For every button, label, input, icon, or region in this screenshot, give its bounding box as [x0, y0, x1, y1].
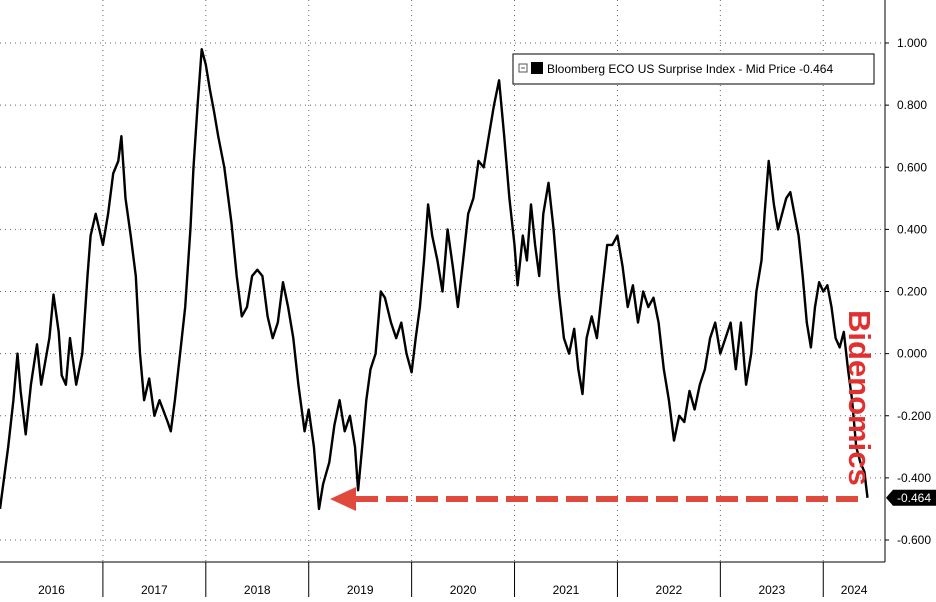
y-tick-label: 0.000: [897, 347, 927, 361]
y-tick-label: 0.400: [897, 222, 927, 236]
red-arrow: [330, 487, 858, 511]
gridlines: [0, 0, 885, 562]
x-tick-label: 2017: [141, 583, 168, 597]
legend-box: [512, 53, 875, 85]
series-layer: [0, 48, 869, 511]
x-tick-label: 2023: [758, 583, 785, 597]
axes: [0, 0, 886, 563]
x-tick-label: 2022: [656, 583, 683, 597]
x-tick-label: 2021: [553, 583, 580, 597]
legend-label: Bloomberg ECO US Surprise Index - Mid Pr…: [547, 62, 833, 76]
last-value-label: -0.464: [897, 491, 931, 505]
y-tick-label: 0.600: [897, 160, 927, 174]
legend: Bloomberg ECO US Surprise Index - Mid Pr…: [512, 53, 875, 85]
y-tick-label: 1.000: [897, 36, 927, 50]
x-tick-label: 2016: [38, 583, 65, 597]
x-tick-labels: 2016 2017 2018 2019 2020 2021 2022 2023 2024: [38, 562, 868, 597]
x-tick-label: 2018: [244, 583, 271, 597]
x-tick-label: 2020: [450, 583, 477, 597]
y-tick-label: -0.200: [897, 409, 931, 423]
y-tick-labels: 1.000 0.800 0.600 0.400 0.200 0.000 -0.200 -0.4…: [885, 36, 931, 547]
legend-swatch: [531, 62, 543, 74]
x-tick-label: 2024: [841, 583, 868, 597]
arrow-head: [330, 487, 356, 511]
last-value-tag: -0.464: [886, 489, 936, 506]
last-value-background: [886, 489, 936, 506]
series-line: [0, 48, 869, 511]
bidenomics-annotation: Bidenomics: [842, 310, 877, 486]
y-tick-label: 0.800: [897, 98, 927, 112]
y-tick-label: -0.400: [897, 471, 931, 485]
y-tick-label: 0.200: [897, 285, 927, 299]
y-tick-label: -0.600: [897, 533, 931, 547]
x-tick-label: 2019: [347, 583, 374, 597]
